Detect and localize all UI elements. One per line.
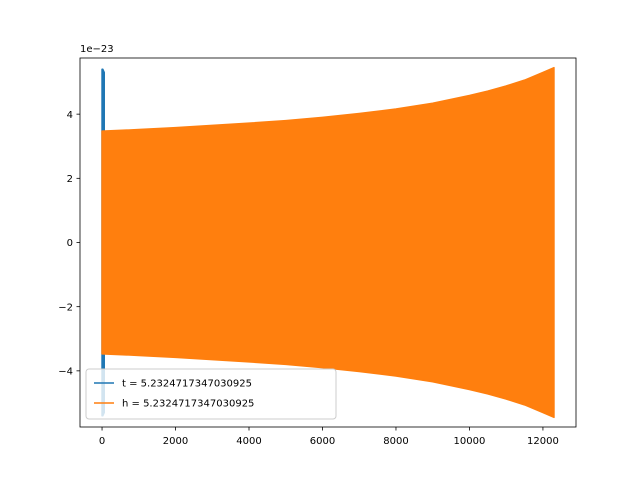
- x-tick-label: 10000: [454, 436, 486, 447]
- y-offset-label: 1e−23: [80, 44, 114, 55]
- y-tick-label: 0: [67, 238, 73, 249]
- x-tick-label: 0: [99, 436, 105, 447]
- series-2-line: [101, 66, 555, 419]
- legend-label-2: h = 5.2324717347030925: [122, 399, 254, 410]
- legend-box: [85, 368, 337, 420]
- y-tick-label: −4: [58, 366, 73, 377]
- legend: t = 5.2324717347030925 h = 5.232471734703…: [85, 368, 337, 420]
- x-tick-label: 8000: [383, 436, 408, 447]
- y-tick-label: 2: [67, 174, 73, 185]
- x-tick-label: 4000: [236, 436, 261, 447]
- legend-label-1: t = 5.2324717347030925: [122, 379, 252, 390]
- y-tick-label: −2: [58, 302, 73, 313]
- axes: 0 2000 4000 6000 8000 10000 12000 −4 −2 0 2 4: [58, 57, 577, 447]
- x-tick-label: 6000: [310, 436, 335, 447]
- x-tick-label: 12000: [527, 436, 559, 447]
- x-tick-label: 2000: [163, 436, 188, 447]
- y-tick-label: 4: [67, 110, 73, 121]
